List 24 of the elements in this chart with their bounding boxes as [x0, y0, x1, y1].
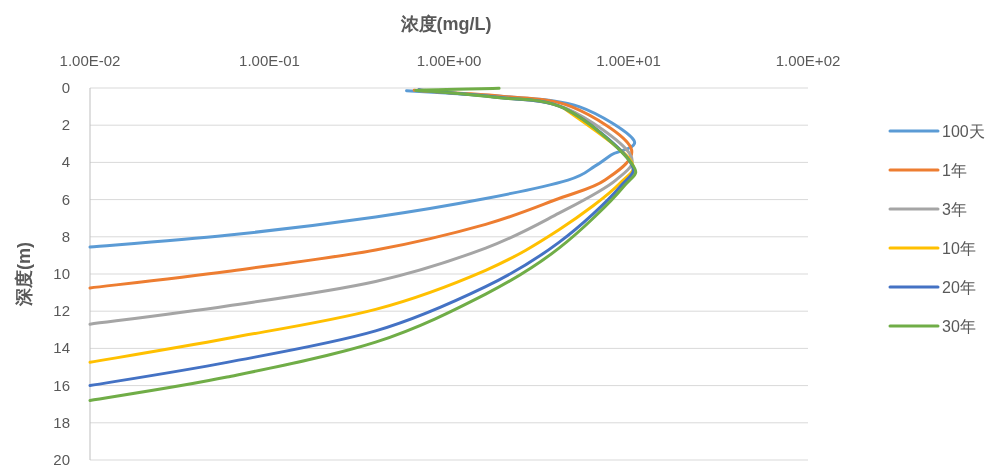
x-tick-label: 1.00E-01	[239, 52, 300, 69]
y-tick-label: 14	[53, 339, 70, 357]
legend-label: 10年	[942, 240, 976, 257]
y-tick-label: 0	[61, 79, 70, 96]
y-tick-label: 4	[61, 153, 70, 171]
y-tick-label: 20	[53, 451, 70, 468]
y-tick-label: 18	[53, 413, 70, 431]
y-tick-label: 8	[61, 227, 70, 245]
x-tick-label: 1.00E+00	[416, 52, 482, 69]
legend-label: 1年	[942, 162, 967, 179]
legend-label: 100天	[942, 123, 985, 140]
y-tick-label: 12	[53, 302, 70, 320]
x-tick-label: 1.00E+01	[596, 52, 661, 69]
x-tick-label: 1.00E+02	[775, 52, 841, 69]
x-axis-title: 浓度(mg/L)	[399, 14, 492, 34]
legend-label: 3年	[942, 201, 967, 218]
legend-label: 30年	[942, 318, 976, 335]
legend-label: 20年	[942, 279, 976, 296]
x-tick-label: 1.00E-02	[59, 52, 121, 69]
y-tick-label: 16	[53, 376, 70, 394]
y-tick-label: 10	[53, 265, 70, 282]
y-tick-label: 2	[61, 116, 70, 134]
y-axis-title: 深度(m)	[14, 242, 34, 307]
y-tick-label: 6	[61, 190, 70, 208]
